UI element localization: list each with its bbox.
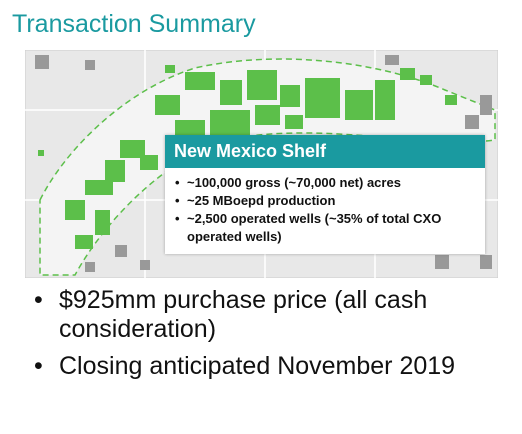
callout-title: New Mexico Shelf: [165, 135, 485, 168]
callout: New Mexico Shelf ~100,000 gross (~70,000…: [165, 135, 485, 254]
callout-bullet: ~100,000 gross (~70,000 net) acres: [175, 174, 475, 192]
callout-bullet: ~25 MBoepd production: [175, 192, 475, 210]
bullet-list: $925mm purchase price (all cash consider…: [32, 286, 502, 389]
slide-title: Transaction Summary: [12, 10, 256, 38]
callout-bullet: ~2,500 operated wells (~35% of total CXO…: [175, 210, 475, 246]
bullet: $925mm purchase price (all cash consider…: [32, 286, 502, 344]
bullet: Closing anticipated November 2019: [32, 352, 502, 381]
callout-list: ~100,000 gross (~70,000 net) acres ~25 M…: [165, 168, 485, 254]
